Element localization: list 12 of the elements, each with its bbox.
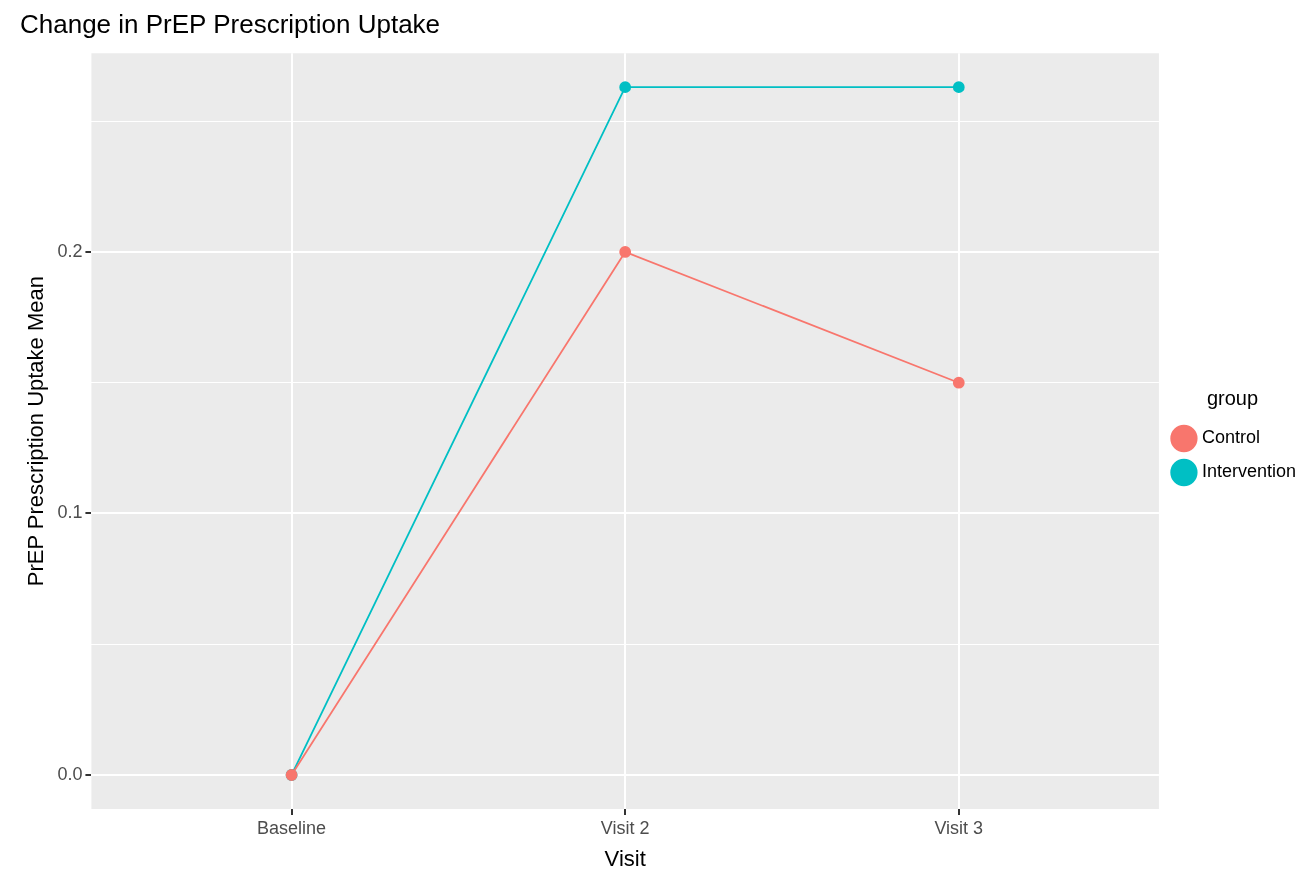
y-tick-label: 0.2 bbox=[57, 240, 83, 261]
x-tick-label: Visit 3 bbox=[934, 817, 984, 838]
legend-title: group bbox=[1206, 387, 1259, 410]
x-tick-label: Visit 2 bbox=[600, 817, 650, 838]
y-tick-label: 0.1 bbox=[57, 502, 83, 523]
chart-title: Change in PrEP Prescription Uptake bbox=[20, 8, 441, 39]
x-tick-label: Baseline bbox=[257, 817, 327, 838]
y-tick-label: 0.0 bbox=[57, 763, 83, 784]
legend-label: Intervention bbox=[1201, 461, 1296, 482]
y-axis-title: PrEP Prescription Uptake Mean bbox=[23, 276, 49, 587]
x-axis-title: Visit bbox=[604, 845, 646, 871]
legend-label: Control bbox=[1201, 427, 1260, 448]
